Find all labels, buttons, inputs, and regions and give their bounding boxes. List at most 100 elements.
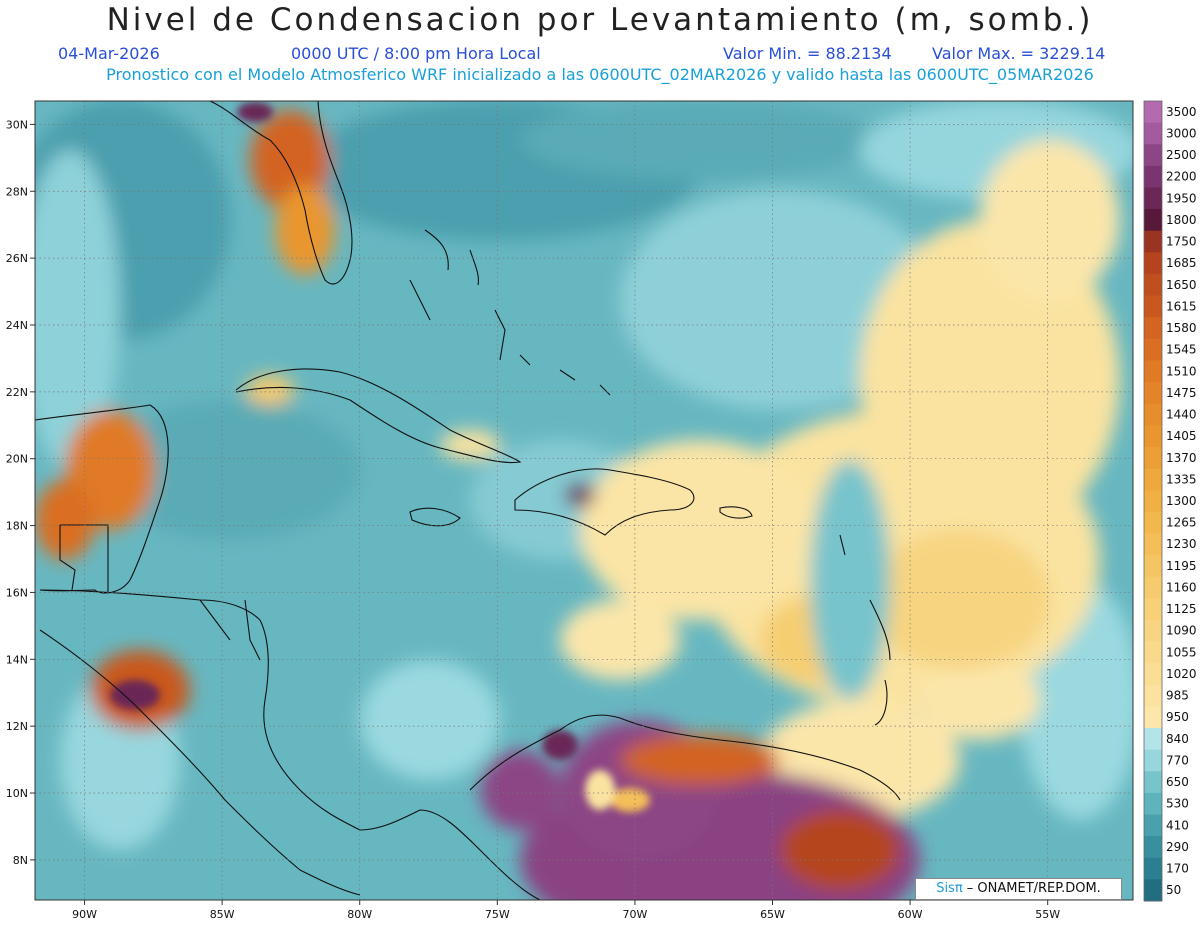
- legend-level-label: 170: [1166, 862, 1189, 876]
- legend-level-label: 1125: [1166, 602, 1197, 616]
- legend-level-label: 1335: [1166, 472, 1197, 486]
- legend-swatch: [1144, 814, 1162, 837]
- lon-tick-label: 85W: [210, 908, 235, 921]
- legend-swatch: [1144, 252, 1162, 275]
- lon-tick-label: 75W: [485, 908, 510, 921]
- legend-level-label: 410: [1166, 818, 1189, 832]
- axis-ticks: 30N 28N 26N 24N 22N 20N 18N 16N 14N 12N 10N 8N 90W 85…: [6, 118, 1060, 921]
- legend-level-label: 1230: [1166, 537, 1197, 551]
- legend-swatch: [1144, 468, 1162, 491]
- legend-level-label: 1510: [1166, 364, 1197, 378]
- legend-level-label: 1475: [1166, 386, 1197, 400]
- legend-level-label: 1265: [1166, 516, 1197, 530]
- lat-tick-label: 12N: [6, 720, 28, 733]
- legend-frame: [1143, 100, 1163, 902]
- legend-level-label: 1090: [1166, 624, 1197, 638]
- legend-swatch: [1144, 684, 1162, 707]
- legend-swatch: [1144, 338, 1162, 361]
- max-value-label: Valor Max. = 3229.14: [932, 44, 1106, 63]
- legend-level-label: 1195: [1166, 559, 1197, 573]
- lat-tick-label: 28N: [6, 185, 28, 198]
- forecast-date: 04-Mar-2026: [58, 44, 160, 63]
- legend-swatch: [1144, 144, 1162, 167]
- legend-swatch: [1144, 403, 1162, 426]
- legend-swatch: [1144, 122, 1162, 145]
- legend-level-label: 1160: [1166, 580, 1197, 594]
- color-legend: 3500 3000 2500 2200 1950 1800 1750 1685 1650 1615…: [1143, 100, 1197, 902]
- legend-level-label: 290: [1166, 840, 1189, 854]
- legend-level-label: 1020: [1166, 667, 1197, 681]
- legend-swatch: [1144, 295, 1162, 318]
- legend-swatch: [1144, 857, 1162, 880]
- legend-level-label: 2500: [1166, 148, 1197, 162]
- lat-tick-label: 24N: [6, 319, 28, 332]
- legend-level-label: 1440: [1166, 408, 1197, 422]
- legend-swatch: [1144, 446, 1162, 470]
- lat-tick-label: 10N: [6, 787, 28, 800]
- legend-swatch: [1144, 360, 1162, 383]
- lon-tick-label: 65W: [760, 908, 785, 921]
- lon-tick-label: 90W: [72, 908, 97, 921]
- legend-level-label: 1055: [1166, 645, 1197, 659]
- legend-level-label: 3000: [1166, 126, 1197, 140]
- lon-tick-label: 55W: [1035, 908, 1060, 921]
- legend-level-label: 1300: [1166, 494, 1197, 508]
- lat-tick-label: 30N: [6, 118, 28, 131]
- legend-level-label: 1545: [1166, 343, 1197, 357]
- lat-tick-label: 20N: [6, 453, 28, 466]
- graticule: [35, 101, 1133, 900]
- legend-swatch: [1144, 425, 1162, 448]
- legend-level-label: 50: [1166, 883, 1181, 897]
- field-shading: [35, 101, 1133, 900]
- forecast-time: 0000 UTC / 8:00 pm Hora Local: [291, 44, 541, 63]
- legend-swatch: [1144, 598, 1162, 621]
- legend-swatch: [1144, 317, 1162, 340]
- lat-tick-label: 8N: [13, 854, 28, 867]
- legend-swatch: [1144, 533, 1162, 556]
- legend-swatch: [1144, 555, 1162, 578]
- legend-swatch: [1144, 382, 1162, 405]
- legend-level-label: 840: [1166, 732, 1189, 746]
- lat-tick-label: 16N: [6, 586, 28, 599]
- legend-swatch: [1144, 230, 1162, 253]
- model-info-line: Pronostico con el Modelo Atmosferico WRF…: [106, 65, 1094, 84]
- legend-level-label: 1800: [1166, 213, 1197, 227]
- lat-tick-label: 14N: [6, 653, 28, 666]
- field-detail: [110, 102, 650, 812]
- legend-swatch: [1144, 641, 1162, 664]
- legend-swatch: [1144, 490, 1162, 513]
- legend-swatch: [1144, 792, 1162, 816]
- legend-level-label: 2200: [1166, 170, 1197, 184]
- lon-tick-label: 60W: [898, 908, 923, 921]
- lat-tick-label: 26N: [6, 252, 28, 265]
- legend-swatch: [1144, 879, 1162, 902]
- legend-swatch: [1144, 836, 1162, 859]
- legend-swatch: [1144, 209, 1162, 232]
- legend-swatch: [1144, 576, 1162, 599]
- legend-level-label: 3500: [1166, 105, 1197, 119]
- legend-swatch: [1144, 749, 1162, 772]
- legend-swatch: [1144, 187, 1162, 210]
- credit-box: Sisπ – ONAMET/REP.DOM.: [915, 878, 1122, 900]
- credit-brand: Sisπ: [936, 881, 963, 896]
- min-value-label: Valor Min. = 88.2134: [723, 44, 892, 63]
- map-plot-area: [35, 101, 1133, 900]
- legend-level-label: 1580: [1166, 321, 1197, 335]
- lon-tick-label: 70W: [622, 908, 647, 921]
- lon-tick-label: 80W: [347, 908, 372, 921]
- legend-level-label: 770: [1166, 753, 1189, 767]
- legend-swatch: [1144, 273, 1162, 297]
- legend-level-label: 1650: [1166, 278, 1197, 292]
- lat-tick-label: 18N: [6, 520, 28, 533]
- coastlines: [35, 101, 901, 900]
- legend-swatch: [1144, 728, 1162, 751]
- legend-level-label: 1615: [1166, 299, 1197, 313]
- legend-level-label: 985: [1166, 689, 1189, 703]
- legend-level-label: 1950: [1166, 191, 1197, 205]
- legend-level-label: 1405: [1166, 429, 1197, 443]
- legend-swatch: [1144, 511, 1162, 534]
- legend-swatch: [1144, 706, 1162, 729]
- credit-text: – ONAMET/REP.DOM.: [962, 881, 1101, 896]
- plot-frame: [34, 100, 1134, 901]
- legend-swatch: [1144, 101, 1162, 124]
